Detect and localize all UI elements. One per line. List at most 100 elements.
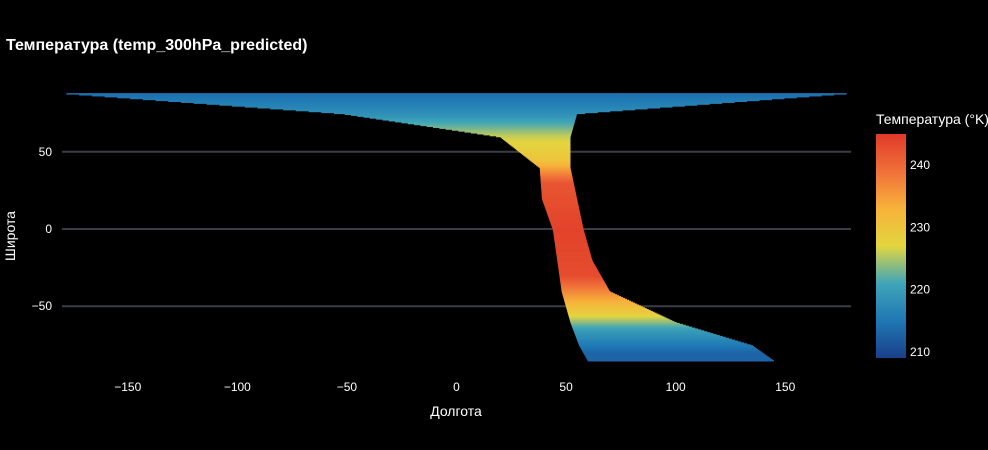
- swath-strip: [571, 325, 689, 328]
- x-axis-label: Долгота: [430, 403, 482, 419]
- swath-strip: [560, 282, 605, 284]
- swath-strip: [566, 308, 647, 310]
- swath-strip: [558, 269, 598, 271]
- swath-strip: [558, 266, 597, 268]
- swath-strip: [566, 306, 643, 308]
- swath-strip: [543, 203, 579, 205]
- swath-strip: [388, 119, 576, 122]
- swath-strip: [554, 237, 587, 240]
- swath-strip: [540, 181, 574, 183]
- swath-strip: [555, 244, 588, 246]
- swath-strip: [206, 103, 710, 105]
- swath-strip: [544, 205, 579, 207]
- swath-strip: [570, 321, 677, 324]
- swath-strip: [587, 359, 773, 361]
- swath-strip: [541, 191, 576, 193]
- swath-strip: [575, 335, 723, 338]
- swath-strip: [540, 176, 573, 179]
- swath-strip: [558, 271, 599, 273]
- x-tick-label: −150: [114, 380, 141, 394]
- swath-strip: [586, 357, 770, 359]
- swath-strip: [570, 320, 673, 322]
- swath-strip: [555, 245, 589, 247]
- swath-strip: [556, 253, 591, 255]
- swath-strip: [581, 348, 759, 351]
- swath-strip: [557, 260, 593, 263]
- swath-strip: [549, 218, 582, 220]
- swath-strip: [565, 302, 635, 305]
- grid-lines: [62, 150, 851, 308]
- y-tick-label: 0: [45, 222, 52, 236]
- swath-strip: [420, 124, 574, 127]
- swath-strip: [91, 94, 822, 97]
- swath-strip: [543, 201, 578, 204]
- swath-strip: [407, 122, 575, 125]
- swath-strip: [295, 109, 623, 112]
- swath-strip: [574, 332, 711, 334]
- swath-strip: [576, 336, 726, 339]
- swath-strip: [395, 120, 575, 123]
- swath-strip: [540, 179, 574, 181]
- swath-strip: [433, 126, 574, 128]
- swath-strip: [576, 338, 732, 341]
- swath-strip: [556, 251, 591, 254]
- swath-strip: [572, 327, 696, 330]
- swath-strip: [567, 309, 651, 312]
- swath-strip: [542, 200, 578, 203]
- swath-strip: [540, 180, 574, 182]
- swath-strip: [569, 317, 667, 319]
- swath-strip: [560, 283, 607, 286]
- swath-strip: [244, 106, 673, 108]
- swath-strip: [541, 195, 577, 197]
- swath-strip: [577, 339, 735, 342]
- swath-strip: [546, 211, 580, 214]
- swath-strip: [563, 296, 624, 299]
- swath-strip: [539, 169, 571, 171]
- swath-strip: [580, 347, 756, 349]
- swath-strip: [578, 343, 748, 345]
- swath-strip: [321, 111, 598, 114]
- swath-strip: [541, 185, 575, 188]
- swath-strip: [458, 130, 573, 132]
- swath-strip: [547, 212, 581, 215]
- swath-strip: [559, 275, 602, 278]
- swath-strip: [553, 231, 585, 233]
- swath-strip: [556, 252, 591, 255]
- swath-strip: [553, 235, 586, 238]
- swath-strip: [470, 132, 572, 134]
- swath-strip: [580, 347, 757, 350]
- swath-strip: [564, 301, 633, 304]
- swath-strip: [562, 294, 618, 296]
- swath-strip: [577, 341, 742, 343]
- swath-strip: [533, 162, 571, 165]
- x-tick-label: 50: [559, 380, 573, 394]
- swath-strip: [578, 342, 745, 344]
- swath-strip: [569, 318, 669, 320]
- swath-strip: [552, 229, 584, 231]
- swath-strip: [557, 264, 596, 267]
- y-tick-label: 50: [39, 145, 53, 159]
- swath-strip: [583, 351, 763, 354]
- x-tick-label: 0: [453, 380, 460, 394]
- swath-strip: [532, 161, 571, 164]
- swath-strip: [219, 104, 698, 106]
- swath-strip: [560, 281, 605, 283]
- swath-strip: [117, 96, 797, 99]
- colorbar-tick-label: 240: [910, 158, 930, 172]
- swath-strip: [518, 150, 571, 153]
- swath-strip: [334, 112, 586, 115]
- swath-strip: [526, 157, 571, 159]
- swath-strip: [540, 170, 572, 173]
- swath-strip: [357, 115, 577, 117]
- swath-strip: [496, 135, 571, 138]
- swath-strip: [501, 137, 571, 140]
- swath-strip: [540, 177, 573, 179]
- swath-strip: [561, 290, 610, 292]
- swath-strip: [522, 153, 571, 155]
- swath-strip: [552, 226, 584, 229]
- swath-strip: [556, 254, 591, 256]
- swath-strip: [585, 355, 768, 357]
- swath-strip: [509, 143, 571, 145]
- swath-strip: [551, 225, 583, 228]
- swath-strip: [555, 247, 589, 250]
